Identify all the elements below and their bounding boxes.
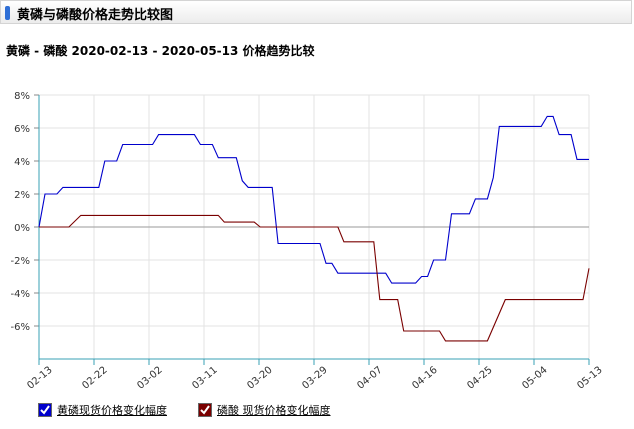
legend-label-huanglin[interactable]: 黄磷现货价格变化幅度 <box>57 404 167 417</box>
axes <box>34 94 590 365</box>
x-tick-labels: 02-13 02-22 03-02 03-11 03-20 03-29 04-07 04-16… <box>25 365 604 392</box>
y-tick-label: -2% <box>11 256 30 267</box>
y-tick-label: 2% <box>14 190 30 201</box>
y-tick-label: 4% <box>14 157 30 168</box>
panel-title: 黄磷与磷酸价格走势比较图 <box>17 8 174 23</box>
x-tick-label: 04-16 <box>410 365 439 392</box>
legend-item-huanglin[interactable]: 黄磷现货价格变化幅度 <box>38 402 167 418</box>
series-line-linsuan <box>39 214 590 342</box>
x-tick-label: 03-02 <box>135 365 164 392</box>
y-tick-labels: 8% 6% 4% 2% 0% -2% -4% -6% <box>11 91 30 333</box>
chart-title: 黄磷 - 磷酸 2020-02-13 - 2020-05-13 价格趋势比较 <box>6 44 315 58</box>
x-tick-label: 02-22 <box>80 365 109 392</box>
check-icon <box>40 405 50 415</box>
legend-item-linsuan[interactable]: 磷酸 现货价格变化幅度 <box>198 402 331 418</box>
x-tick-label: 05-13 <box>575 365 604 392</box>
legend-checkbox-huanglin[interactable] <box>38 403 52 417</box>
series-lines <box>38 115 590 342</box>
x-tick-label: 03-29 <box>300 365 329 392</box>
legend-label-linsuan[interactable]: 磷酸 现货价格变化幅度 <box>217 404 331 417</box>
title-accent-bar <box>5 6 10 20</box>
legend-checkbox-linsuan[interactable] <box>198 403 212 417</box>
x-tick-label: 02-13 <box>25 365 54 392</box>
x-tick-label: 03-20 <box>245 365 274 392</box>
series-line-huanglin <box>38 115 589 284</box>
y-tick-label: 6% <box>14 124 30 135</box>
x-tick-label: 04-25 <box>465 365 494 392</box>
x-tick-label: 03-11 <box>190 365 219 392</box>
x-tick-label: 04-07 <box>355 365 384 392</box>
check-icon <box>200 405 210 415</box>
y-tick-label: 8% <box>14 91 30 102</box>
y-tick-label: 0% <box>14 223 30 234</box>
y-tick-label: -6% <box>11 322 30 333</box>
x-tick-label: 05-04 <box>520 365 549 392</box>
y-tick-label: -4% <box>11 289 30 300</box>
title-bar: 黄磷与磷酸价格走势比较图 <box>0 0 632 24</box>
